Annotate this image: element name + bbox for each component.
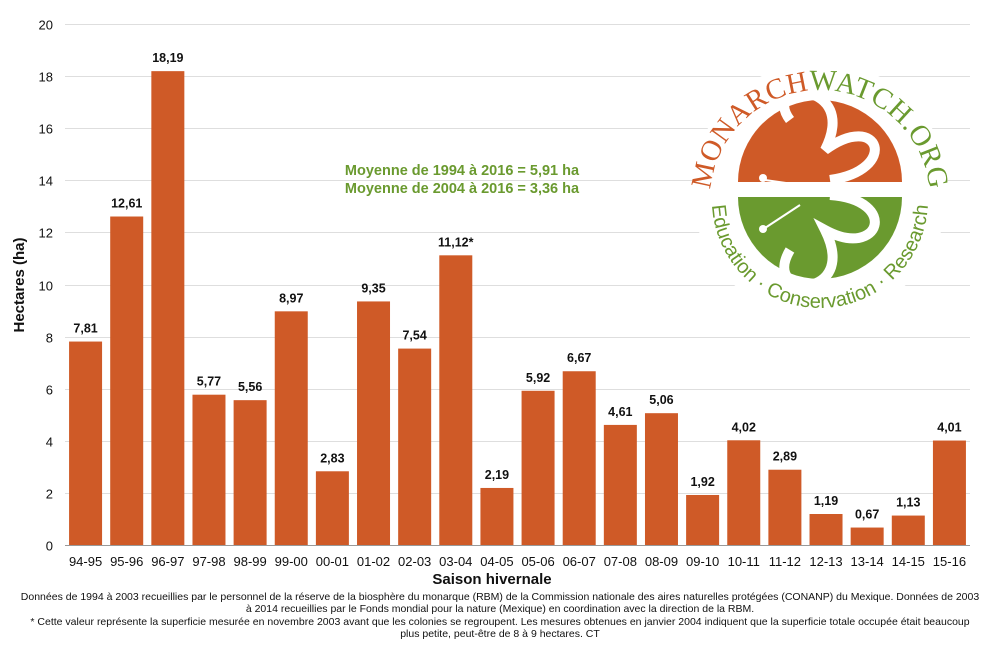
data-label: 5,56 — [238, 380, 262, 394]
bar — [480, 487, 514, 545]
bar — [315, 471, 349, 545]
data-label: 1,13 — [896, 496, 920, 510]
bar — [151, 71, 185, 545]
x-tick-label: 96-97 — [151, 554, 184, 569]
bar — [891, 515, 925, 545]
monarchwatch-logo: MONARCHWATCH.ORG Education · Conservatio… — [685, 62, 954, 318]
data-label: 9,35 — [361, 281, 385, 295]
bars: 7,81 12,61 18,19 5,77 5,56 8,97 2,83 9,35 7,54 11… — [69, 51, 966, 545]
bar — [850, 527, 884, 545]
y-tick-label: 14 — [39, 174, 53, 189]
x-tick-label: 99-00 — [275, 554, 308, 569]
data-label: 1,19 — [814, 494, 838, 508]
x-tick-label: 01-02 — [357, 554, 390, 569]
data-label: 11,12* — [438, 235, 474, 249]
x-tick-label: 14-15 — [892, 554, 925, 569]
x-tick-label: 08-09 — [645, 554, 678, 569]
bar — [521, 390, 555, 545]
bar — [686, 494, 720, 545]
x-tick-label: 15-16 — [933, 554, 966, 569]
y-tick-label: 16 — [39, 122, 53, 137]
bar — [398, 348, 432, 545]
data-label: 2,19 — [485, 468, 509, 482]
y-tick-label: 10 — [39, 279, 53, 294]
x-tick-label: 09-10 — [686, 554, 719, 569]
data-label: 18,19 — [152, 51, 183, 65]
bar — [357, 301, 391, 545]
y-tick-label: 18 — [39, 70, 53, 85]
y-tick-label: 2 — [46, 487, 53, 502]
bar-chart: 0 2 4 6 8 10 12 14 16 18 20 7,81 12,61 18,19 5,77 5,56… — [11, 18, 970, 588]
data-label: 2,83 — [320, 451, 344, 465]
bar — [727, 440, 761, 545]
footnote-data-source: Données de 1994 à 2003 recueillies par l… — [20, 591, 980, 615]
bar — [274, 311, 308, 545]
bar — [69, 341, 103, 545]
x-axis-ticks: 94-95 95-96 96-97 97-98 98-99 99-00 00-01 01-02… — [69, 554, 966, 569]
y-tick-label: 20 — [39, 18, 53, 33]
data-label: 5,06 — [649, 393, 673, 407]
data-label: 4,02 — [732, 420, 756, 434]
y-tick-label: 4 — [46, 435, 53, 450]
data-label: 7,54 — [402, 329, 426, 343]
x-tick-label: 95-96 — [110, 554, 143, 569]
footnote-asterisk: * Cette valeur représente la superficie … — [30, 616, 970, 640]
x-tick-label: 94-95 — [69, 554, 102, 569]
bar — [439, 255, 473, 545]
x-tick-label: 03-04 — [439, 554, 472, 569]
data-label: 4,61 — [608, 405, 632, 419]
bar — [562, 371, 596, 545]
data-label: 5,92 — [526, 371, 550, 385]
x-tick-label: 07-08 — [604, 554, 637, 569]
x-tick-label: 05-06 — [521, 554, 554, 569]
data-label: 7,81 — [73, 322, 97, 336]
x-tick-label: 97-98 — [192, 554, 225, 569]
y-tick-label: 0 — [46, 539, 53, 554]
x-tick-label: 00-01 — [316, 554, 349, 569]
x-tick-label: 98-99 — [233, 554, 266, 569]
data-label: 5,77 — [197, 375, 221, 389]
bar — [809, 514, 843, 545]
bar — [110, 216, 144, 545]
data-label: 1,92 — [690, 475, 714, 489]
x-tick-label: 12-13 — [809, 554, 842, 569]
bar — [192, 394, 226, 545]
x-tick-label: 06-07 — [563, 554, 596, 569]
x-axis-label: Saison hivernale — [432, 571, 551, 588]
y-tick-label: 6 — [46, 383, 53, 398]
data-label: 4,01 — [937, 421, 961, 435]
bar — [932, 440, 966, 545]
x-tick-label: 13-14 — [851, 554, 884, 569]
data-label: 2,89 — [773, 450, 797, 464]
y-axis-label: Hectares (ha) — [11, 237, 28, 332]
bar — [768, 469, 802, 545]
data-label: 6,67 — [567, 351, 591, 365]
bar — [233, 400, 267, 545]
x-tick-label: 04-05 — [480, 554, 513, 569]
x-tick-label: 10-11 — [728, 554, 760, 569]
x-tick-label: 02-03 — [398, 554, 431, 569]
data-label: 12,61 — [111, 197, 142, 211]
y-tick-label: 8 — [46, 331, 53, 346]
y-axis-ticks: 0 2 4 6 8 10 12 14 16 18 20 — [39, 18, 53, 554]
annotation-mean-2004: Moyenne de 2004 à 2016 = 3,36 ha — [345, 181, 580, 197]
bar — [603, 424, 637, 545]
data-label: 8,97 — [279, 291, 303, 305]
x-tick-label: 11-12 — [769, 554, 801, 569]
bar — [644, 413, 678, 545]
y-tick-label: 12 — [39, 226, 53, 241]
data-label: 0,67 — [855, 508, 879, 522]
annotation-mean-1994: Moyenne de 1994 à 2016 = 5,91 ha — [345, 163, 580, 179]
